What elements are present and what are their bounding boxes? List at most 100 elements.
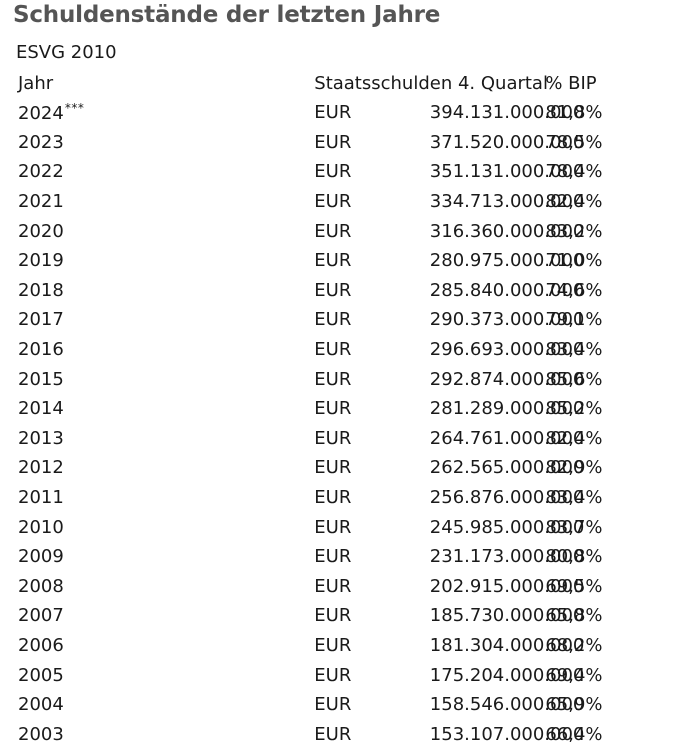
currency-cell: EUR bbox=[314, 279, 352, 301]
currency-cell: EUR bbox=[314, 309, 352, 331]
table-body: 2024*** EUR 394.131.000.000 81,8% 2023 EUR 371… bbox=[0, 98, 684, 749]
year-value: 2024 bbox=[18, 103, 64, 125]
year-value: 2005 bbox=[18, 664, 64, 686]
year-value: 2007 bbox=[18, 605, 64, 627]
amount-cell: 231.173.000.000 bbox=[429, 546, 585, 568]
year-value: 2011 bbox=[18, 487, 64, 509]
gdp-share-cell: 83,7% bbox=[545, 516, 603, 538]
year-value: 2009 bbox=[18, 546, 64, 568]
amount-cell: 264.761.000.000 bbox=[429, 427, 585, 449]
currency-cell: EUR bbox=[314, 546, 352, 568]
table-row: 2018 EUR 285.840.000.000 74,6% bbox=[0, 276, 684, 306]
amount-cell: 296.693.000.000 bbox=[429, 339, 585, 361]
table-row: 2012 EUR 262.565.000.000 82,9% bbox=[0, 453, 684, 483]
gdp-share-cell: 74,6% bbox=[545, 279, 603, 301]
currency-cell: EUR bbox=[314, 516, 352, 538]
amount-cell: 256.876.000.000 bbox=[429, 487, 585, 509]
gdp-share-cell: 69,4% bbox=[545, 664, 603, 686]
table-row: 2024*** EUR 394.131.000.000 81,8% bbox=[0, 98, 684, 128]
year-value: 2006 bbox=[18, 634, 64, 656]
table-row: 2010 EUR 245.985.000.000 83,7% bbox=[0, 512, 684, 542]
currency-cell: EUR bbox=[314, 487, 352, 509]
year-cell: 2006 bbox=[0, 631, 314, 661]
table-row: 2017 EUR 290.373.000.000 79,1% bbox=[0, 305, 684, 335]
year-value: 2023 bbox=[18, 131, 64, 153]
table-row: 2021 EUR 334.713.000.000 82,4% bbox=[0, 187, 684, 217]
table-row: 2008 EUR 202.915.000.000 69,5% bbox=[0, 572, 684, 602]
currency-cell: EUR bbox=[314, 102, 352, 124]
amount-cell: 394.131.000.000 bbox=[429, 102, 585, 124]
amount-cell: 285.840.000.000 bbox=[429, 279, 585, 301]
header-debt: Staatsschulden 4. Quartal bbox=[314, 72, 548, 94]
amount-cell: 175.204.000.000 bbox=[429, 664, 585, 686]
gdp-share-cell: 78,5% bbox=[545, 131, 603, 153]
year-cell: 2024*** bbox=[0, 98, 314, 128]
amount-cell: 153.107.000.000 bbox=[429, 723, 585, 745]
year-cell: 2012 bbox=[0, 453, 314, 483]
year-cell: 2021 bbox=[0, 187, 314, 217]
amount-cell: 292.874.000.000 bbox=[429, 368, 585, 390]
currency-cell: EUR bbox=[314, 161, 352, 183]
currency-cell: EUR bbox=[314, 398, 352, 420]
amount-cell: 281.289.000.000 bbox=[429, 398, 585, 420]
amount-cell: 316.360.000.000 bbox=[429, 220, 585, 242]
year-cell: 2008 bbox=[0, 572, 314, 602]
gdp-share-cell: 66,4% bbox=[545, 723, 603, 745]
amount-cell: 351.131.000.000 bbox=[429, 161, 585, 183]
currency-cell: EUR bbox=[314, 634, 352, 656]
currency-cell: EUR bbox=[314, 339, 352, 361]
year-cell: 2013 bbox=[0, 424, 314, 454]
amount-cell: 181.304.000.000 bbox=[429, 634, 585, 656]
amount-cell: 334.713.000.000 bbox=[429, 191, 585, 213]
gdp-share-cell: 69,5% bbox=[545, 575, 603, 597]
year-value: 2003 bbox=[18, 723, 64, 745]
year-value: 2020 bbox=[18, 220, 64, 242]
year-value: 2010 bbox=[18, 516, 64, 538]
amount-cell: 262.565.000.000 bbox=[429, 457, 585, 479]
table-row: 2007 EUR 185.730.000.000 65,8% bbox=[0, 601, 684, 631]
amount-cell: 290.373.000.000 bbox=[429, 309, 585, 331]
year-cell: 2022 bbox=[0, 157, 314, 187]
year-cell: 2010 bbox=[0, 512, 314, 542]
year-cell: 2009 bbox=[0, 542, 314, 572]
currency-cell: EUR bbox=[314, 191, 352, 213]
year-cell: 2020 bbox=[0, 216, 314, 246]
currency-cell: EUR bbox=[314, 605, 352, 627]
table-row: 2009 EUR 231.173.000.000 80,8% bbox=[0, 542, 684, 572]
table-header: Jahr Staatsschulden 4. Quartal % BIP bbox=[0, 68, 684, 98]
year-value: 2014 bbox=[18, 398, 64, 420]
table-row: 2004 EUR 158.546.000.000 65,9% bbox=[0, 690, 684, 720]
amount-cell: 202.915.000.000 bbox=[429, 575, 585, 597]
year-cell: 2023 bbox=[0, 128, 314, 158]
gdp-share-cell: 68,2% bbox=[545, 634, 603, 656]
year-value: 2004 bbox=[18, 694, 64, 716]
amount-cell: 158.546.000.000 bbox=[429, 694, 585, 716]
table-row: 2019 EUR 280.975.000.000 71,0% bbox=[0, 246, 684, 276]
gdp-share-cell: 82,9% bbox=[545, 457, 603, 479]
currency-cell: EUR bbox=[314, 220, 352, 242]
table-row: 2022 EUR 351.131.000.000 78,4% bbox=[0, 157, 684, 187]
year-cell: 2011 bbox=[0, 483, 314, 513]
year-value: 2022 bbox=[18, 161, 64, 183]
currency-cell: EUR bbox=[314, 664, 352, 686]
table-header-row: Jahr Staatsschulden 4. Quartal % BIP bbox=[0, 68, 684, 98]
year-value: 2015 bbox=[18, 368, 64, 390]
table-row: 2005 EUR 175.204.000.000 69,4% bbox=[0, 660, 684, 690]
currency-cell: EUR bbox=[314, 131, 352, 153]
gdp-share-cell: 85,2% bbox=[545, 398, 603, 420]
year-value: 2016 bbox=[18, 339, 64, 361]
table-row: 2003 EUR 153.107.000.000 66,4% bbox=[0, 719, 684, 749]
gdp-share-cell: 79,1% bbox=[545, 309, 603, 331]
amount-cell: 371.520.000.000 bbox=[429, 131, 585, 153]
currency-cell: EUR bbox=[314, 250, 352, 272]
currency-cell: EUR bbox=[314, 427, 352, 449]
year-value: 2008 bbox=[18, 575, 64, 597]
year-value: 2019 bbox=[18, 250, 64, 272]
header-year: Jahr bbox=[18, 72, 54, 94]
gdp-share-cell: 82,4% bbox=[545, 191, 603, 213]
table-row: 2016 EUR 296.693.000.000 83,4% bbox=[0, 335, 684, 365]
year-cell: 2019 bbox=[0, 246, 314, 276]
gdp-share-cell: 71,0% bbox=[545, 250, 603, 272]
gdp-share-cell: 81,8% bbox=[545, 102, 603, 124]
gdp-share-cell: 83,4% bbox=[545, 339, 603, 361]
